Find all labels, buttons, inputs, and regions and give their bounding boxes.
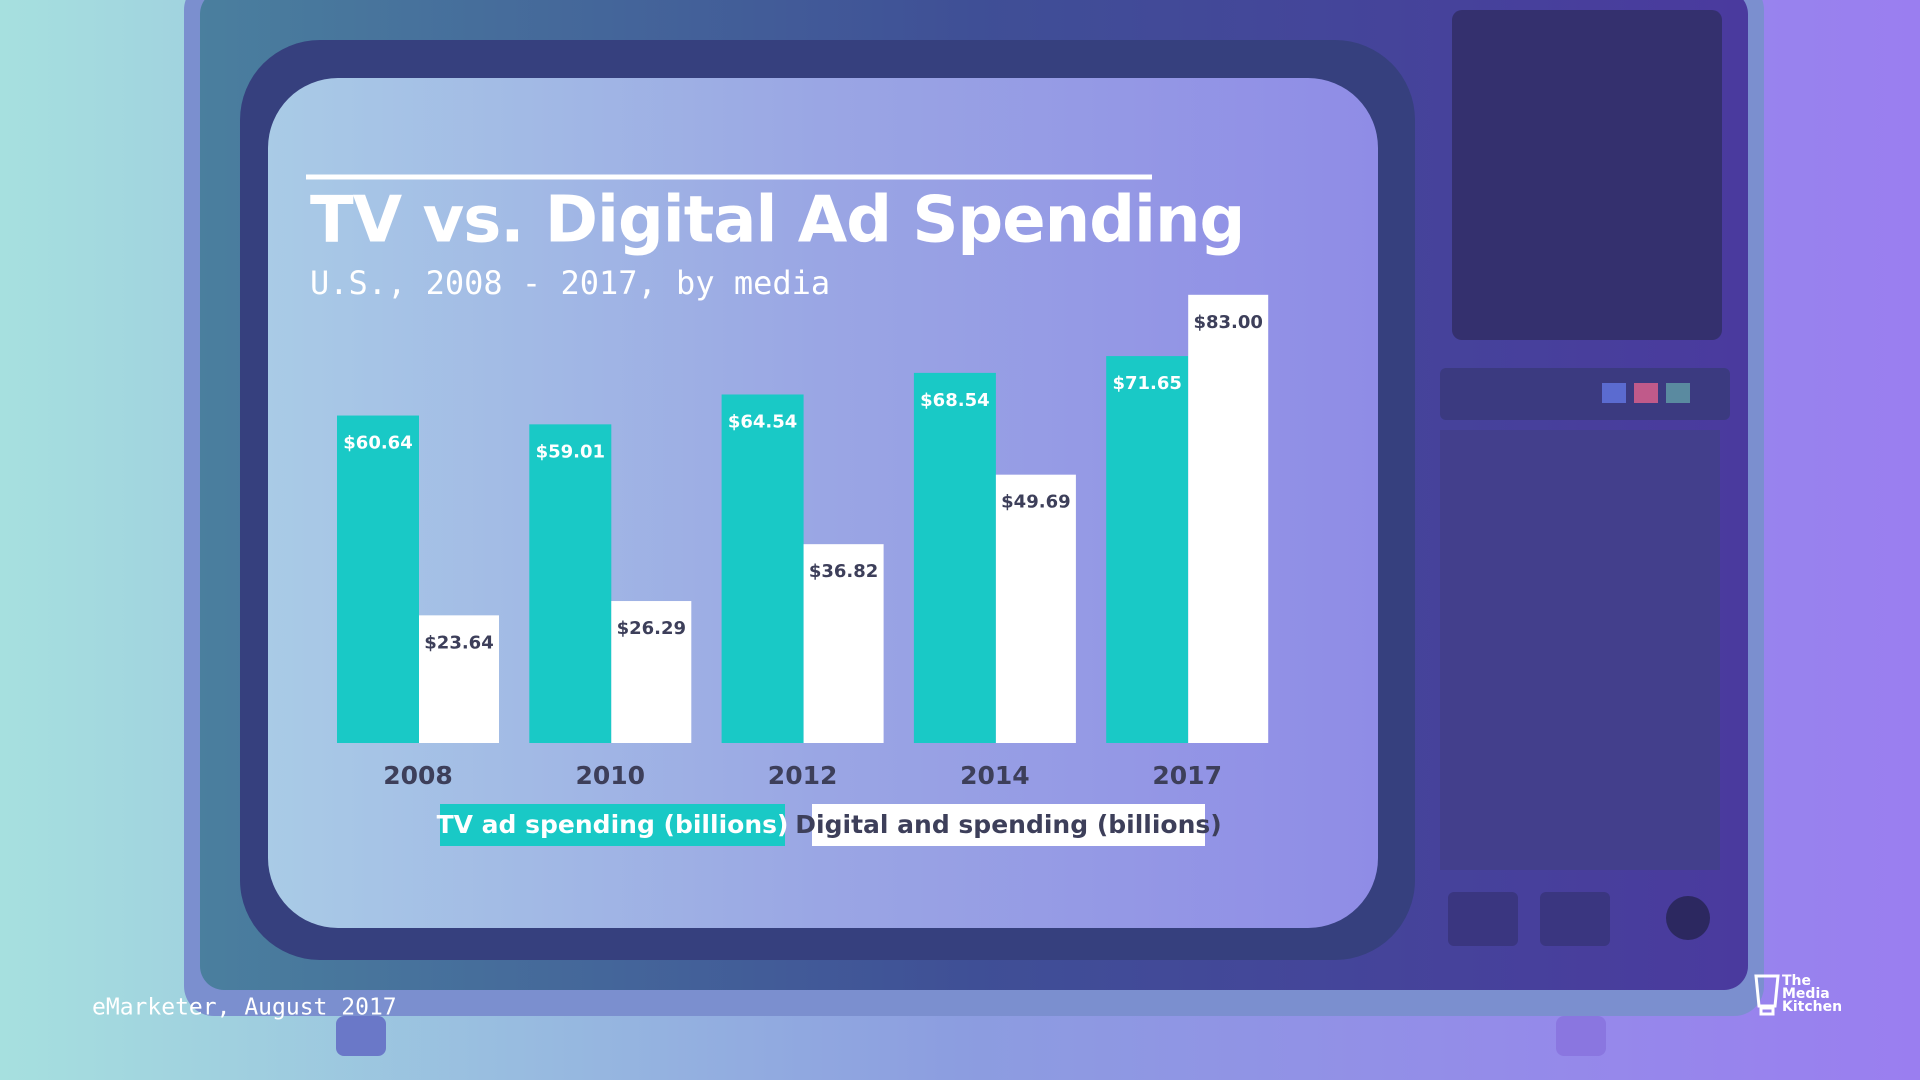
logo-icon: [1754, 974, 1780, 1016]
value-label: $59.01: [536, 441, 605, 462]
x-tick-label: 2014: [960, 761, 1030, 790]
control-panel: [1452, 10, 1722, 340]
knob: [1666, 896, 1710, 940]
bar: [337, 415, 419, 743]
x-tick-label: 2008: [383, 761, 453, 790]
value-label: $64.54: [728, 411, 797, 432]
tv-foot: [336, 1016, 386, 1056]
bar: [611, 601, 692, 743]
legend-label: TV ad spending (billions): [437, 810, 789, 839]
logo-text: Media: [1782, 986, 1830, 1002]
knob: [1540, 892, 1610, 946]
logo: The Media Kitchen: [1754, 973, 1842, 1016]
knob: [1448, 892, 1518, 946]
value-label: $71.65: [1112, 373, 1181, 394]
value-label: $23.64: [424, 632, 493, 653]
source-note: eMarketer, August 2017: [92, 995, 397, 1021]
value-label: $68.54: [920, 390, 989, 411]
bar: [1106, 356, 1189, 743]
tv-foot: [1556, 1016, 1606, 1056]
indicator: [1634, 383, 1658, 403]
bar: [803, 544, 884, 743]
x-tick-label: 2017: [1152, 761, 1222, 790]
chart-title: TV vs. Digital Ad Spending: [310, 184, 1244, 258]
value-label: $60.64: [343, 433, 412, 454]
bar: [913, 372, 996, 743]
value-label: $36.82: [809, 561, 878, 582]
logo-text: The: [1782, 973, 1811, 989]
button-strip: [1440, 368, 1730, 420]
chart-subtitle: U.S., 2008 - 2017, by media: [310, 264, 830, 302]
value-label: $83.00: [1193, 312, 1262, 333]
bar: [419, 615, 499, 743]
indicator: [1602, 383, 1626, 403]
speaker-grille: [1440, 430, 1720, 870]
x-tick-label: 2010: [576, 761, 646, 790]
bar: [529, 424, 612, 743]
indicator: [1666, 383, 1690, 403]
x-tick-label: 2012: [768, 761, 838, 790]
legend-swatch: [440, 804, 785, 846]
value-label: $49.69: [1001, 492, 1070, 513]
bar: [1188, 294, 1269, 743]
logo-text: Kitchen: [1782, 999, 1842, 1015]
legend-swatch: [812, 804, 1205, 846]
legend-label: Digital and spending (billions): [795, 810, 1221, 839]
value-label: $26.29: [617, 618, 686, 639]
bar: [721, 394, 804, 743]
bar: [995, 474, 1076, 743]
